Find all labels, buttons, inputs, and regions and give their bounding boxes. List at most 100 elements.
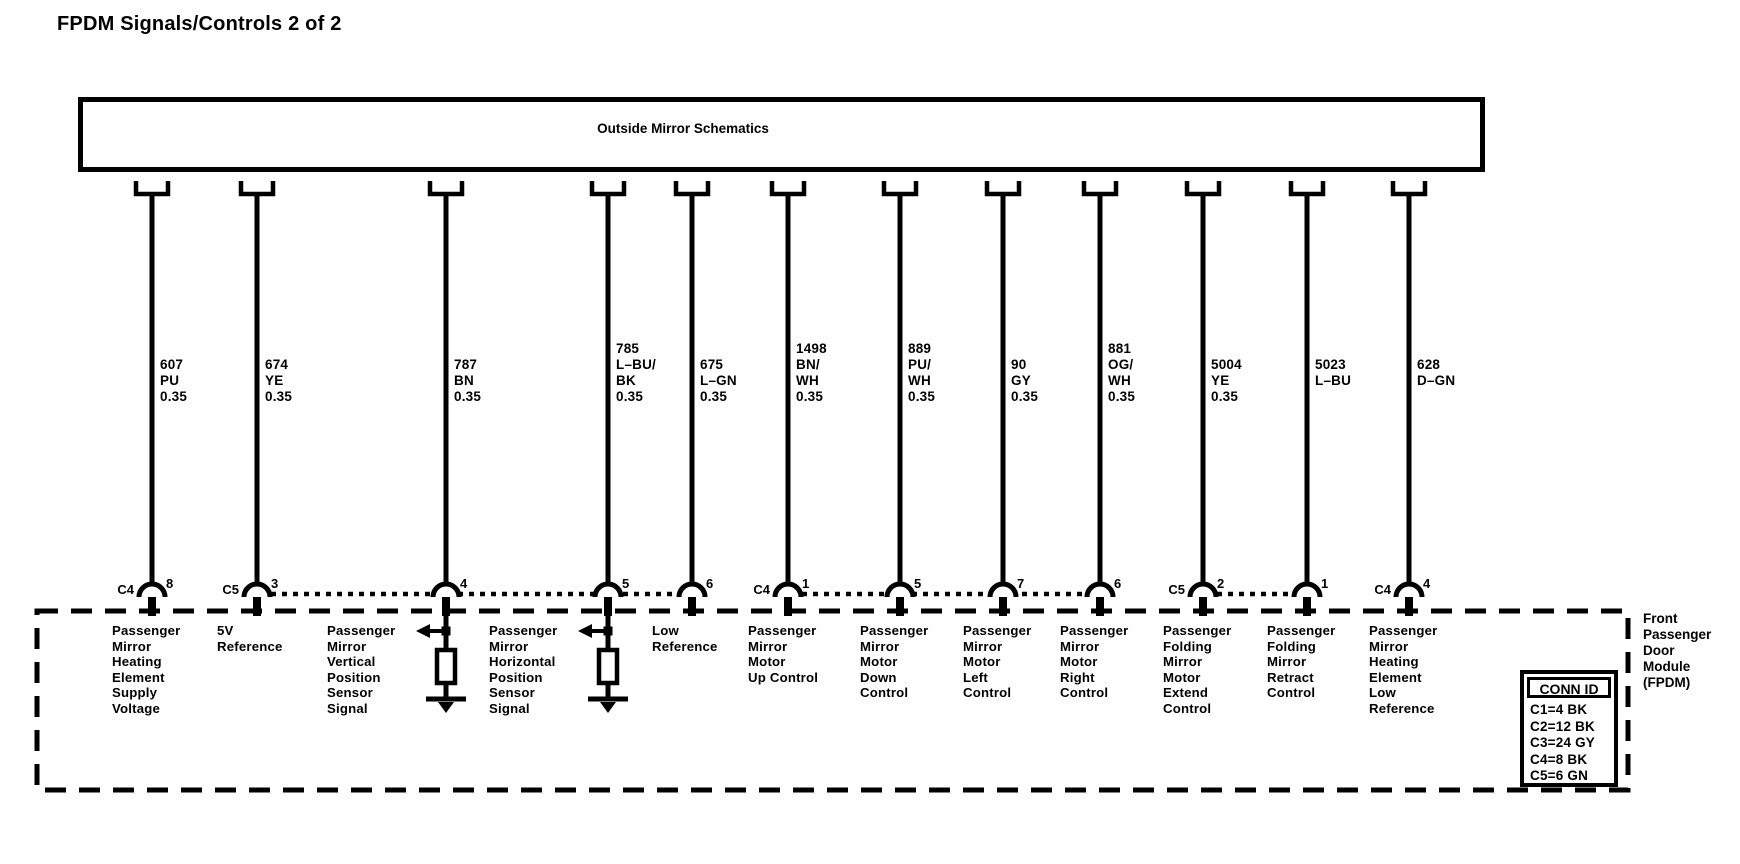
pin-function-label: Passenger Mirror Motor Down Control xyxy=(860,623,929,701)
pin-function-line: Mirror xyxy=(1163,654,1203,669)
pin-function-line: Motor xyxy=(748,654,786,669)
connector-designator: C5 xyxy=(1168,582,1185,597)
pin-function-line: Control xyxy=(963,685,1012,700)
conn-id-table-rows: C1=4 BK C2=12 BK C3=24 GY C4=8 BK C5=6 GN xyxy=(1530,702,1614,785)
pin-function-line: Retract xyxy=(1267,669,1314,685)
pin-function-line: Left xyxy=(963,669,988,685)
pin-function-label: Passenger Mirror Motor Up Control xyxy=(748,623,818,685)
wire-label-line: 0.35 xyxy=(1011,389,1039,404)
wire-label-line: BN/ xyxy=(796,357,820,372)
pin-function-line: Motor xyxy=(860,654,898,669)
wire-label: 881 OG/WH 0.35 xyxy=(1108,341,1135,405)
pin-function-line: Control xyxy=(860,685,909,700)
pin-function-line: Low xyxy=(1369,685,1396,700)
connector-pin-arc xyxy=(676,581,708,598)
wire-label: 787 BN 0.35 xyxy=(454,357,481,405)
module-name-line: (FPDM) xyxy=(1643,675,1691,690)
pin-function-line: Right xyxy=(1060,669,1095,685)
module-name-line: Front xyxy=(1643,611,1678,626)
pin-function-line: Voltage xyxy=(112,700,161,716)
pin-function-line: Folding xyxy=(1267,638,1317,654)
module-name-line: Passenger xyxy=(1643,627,1712,642)
pin-function-line: Heating xyxy=(112,654,162,669)
wire-label-line: WH xyxy=(908,373,931,388)
ground-arrow-icon xyxy=(438,702,454,713)
page-title: FPDM Signals/Controls 2 of 2 xyxy=(57,13,342,35)
wire-label: 674 YE 0.35 xyxy=(265,357,292,405)
connector-designator: C4 xyxy=(117,582,134,597)
pin-function-line: Low xyxy=(652,623,679,638)
pin-function-line: Element xyxy=(112,669,165,685)
wire-label: 628 D–GN xyxy=(1417,357,1455,389)
pin-number: 1 xyxy=(802,576,810,591)
conn-id-table: CONN ID C1=4 BK C2=12 BK C3=24 GY C4=8 BK C5… xyxy=(1520,670,1618,787)
wire-label-line: 1498 xyxy=(796,341,827,356)
pin-function-line: Passenger xyxy=(112,623,181,638)
pin-function-line: Passenger xyxy=(1163,623,1232,638)
wire-label-line: D–GN xyxy=(1417,373,1456,388)
conn-id-row: C5=6 GN xyxy=(1530,768,1589,783)
connector-pin-arc xyxy=(592,581,624,598)
pin-function-line: Mirror xyxy=(963,638,1003,654)
wire-label-line: WH xyxy=(796,373,819,388)
module-name-label: Front Passenger Door Module (FPDM) xyxy=(1643,611,1711,691)
wire-label-line: PU xyxy=(160,373,180,388)
pin-function-line: Motor xyxy=(1163,669,1201,685)
module-name-line: Module xyxy=(1643,659,1691,674)
pin-function-line: Signal xyxy=(327,700,368,716)
module-name-line: Door xyxy=(1643,643,1675,658)
pin-function-line: Reference xyxy=(217,638,283,654)
wire-label-line: 0.35 xyxy=(796,389,824,404)
wire-label-line: 889 xyxy=(908,341,932,356)
pin-function-line: Passenger xyxy=(748,623,817,638)
wire-label: 1498 BN/WH 0.35 xyxy=(796,341,827,405)
pin-function-line: Control xyxy=(1060,685,1109,700)
connector-pin-arc xyxy=(884,581,916,598)
pin-function-line: Motor xyxy=(1060,654,1098,669)
pin-function-line: Horizontal xyxy=(489,654,556,669)
wire-label: 5023 L–BU xyxy=(1315,357,1351,389)
pin-function-label: 5V Reference xyxy=(217,623,283,654)
connector-designator: C5 xyxy=(222,582,239,597)
wire-label-line: L–BU xyxy=(1315,373,1352,388)
pin-function-line: Mirror xyxy=(860,638,900,654)
wire-label: 607 PU 0.35 xyxy=(160,357,187,405)
wire-label-line: OG/ xyxy=(1108,357,1134,372)
outside-mirror-schematics-box: Outside Mirror Schematics xyxy=(78,97,1485,172)
pin-function-line: Mirror xyxy=(327,638,367,654)
wire-label-line: 674 xyxy=(265,357,289,372)
fpdm-module-border xyxy=(34,608,1631,793)
pin-function-label: Passenger Mirror Heating Element Supply Volta… xyxy=(112,623,181,716)
pin-number: 6 xyxy=(1114,576,1122,591)
pin-function-line: Down xyxy=(860,669,897,685)
pin-function-line: Mirror xyxy=(1060,638,1100,654)
pin-function-line: Mirror xyxy=(748,638,788,654)
connector-pin-arc xyxy=(1187,581,1219,598)
conn-id-row: C2=12 BK xyxy=(1530,718,1596,734)
pin-function-line: Passenger xyxy=(489,623,558,638)
connector-pin-arc xyxy=(1084,581,1116,598)
pin-function-line: Reference xyxy=(652,638,718,654)
wire-label-line: 0.35 xyxy=(1211,389,1239,404)
wire-label-line: 628 xyxy=(1417,357,1441,372)
wire-label-line: 787 xyxy=(454,357,478,372)
pin-function-line: Element xyxy=(1369,669,1422,685)
pin-function-label: Passenger Mirror Vertical Position Sensor Sig… xyxy=(327,623,396,716)
pin-function-line: Up Control xyxy=(748,669,819,685)
ground-arrow-icon xyxy=(600,702,616,713)
pin-function-line: Position xyxy=(327,669,381,685)
wire-label-line: PU/ xyxy=(908,357,932,372)
wire-label: 90 GY 0.35 xyxy=(1011,357,1038,405)
pin-function-line: Control xyxy=(1267,685,1316,700)
pin-function-line: Passenger xyxy=(963,623,1032,638)
wire-label-line: 0.35 xyxy=(454,389,482,404)
pin-function-label: Passenger Mirror Motor Right Control xyxy=(1060,623,1129,701)
wire-label-line: 0.35 xyxy=(265,389,293,404)
pin-number: 5 xyxy=(914,576,922,591)
pin-number: 5 xyxy=(622,576,630,591)
connector-designator: C4 xyxy=(1374,582,1391,597)
pin-function-line: Motor xyxy=(963,654,1001,669)
wire-label-line: 90 xyxy=(1011,357,1027,372)
